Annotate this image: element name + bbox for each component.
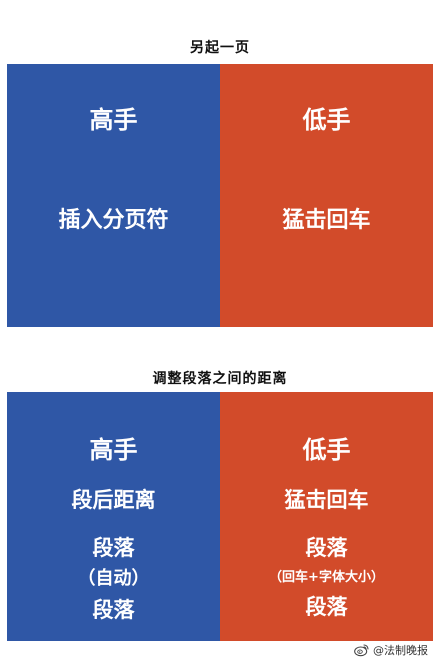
section-title-new-page: 另起一页 [190,40,250,56]
panel-heading: 高手 [89,106,138,134]
panel-novice-new-page: 低手 猛击回车 [220,64,433,327]
panel-line-paragraph: 段落 [92,598,135,622]
panel-heading: 低手 [302,436,351,464]
panel-body: 插入分页符 [58,208,169,233]
panel-line-paragraph: 段落 [305,595,348,619]
panel-subheading: 段后距离 [71,488,156,512]
panel-heading: 高手 [89,436,138,464]
panel-line-method: （自动） [77,568,150,589]
weibo-icon [354,644,369,657]
watermark-text: @法制晚报 [373,644,428,657]
panel-heading: 低手 [302,106,351,134]
panel-expert-new-page: 高手 插入分页符 [7,64,220,327]
panel-body: 猛击回车 [282,208,371,233]
panel-line-paragraph: 段落 [92,536,135,560]
panel-line-paragraph: 段落 [305,536,348,560]
panel-subheading: 猛击回车 [284,488,369,512]
section-title-paragraph-spacing: 调整段落之间的距离 [152,371,288,387]
panel-expert-paragraph-spacing: 高手 段后距离 段落 （自动） 段落 [7,392,220,641]
watermark: @法制晚报 [354,641,428,659]
panel-novice-paragraph-spacing: 低手 猛击回车 段落 （回车+字体大小） 段落 [220,392,433,641]
panel-line-method: （回车+字体大小） [269,570,384,585]
